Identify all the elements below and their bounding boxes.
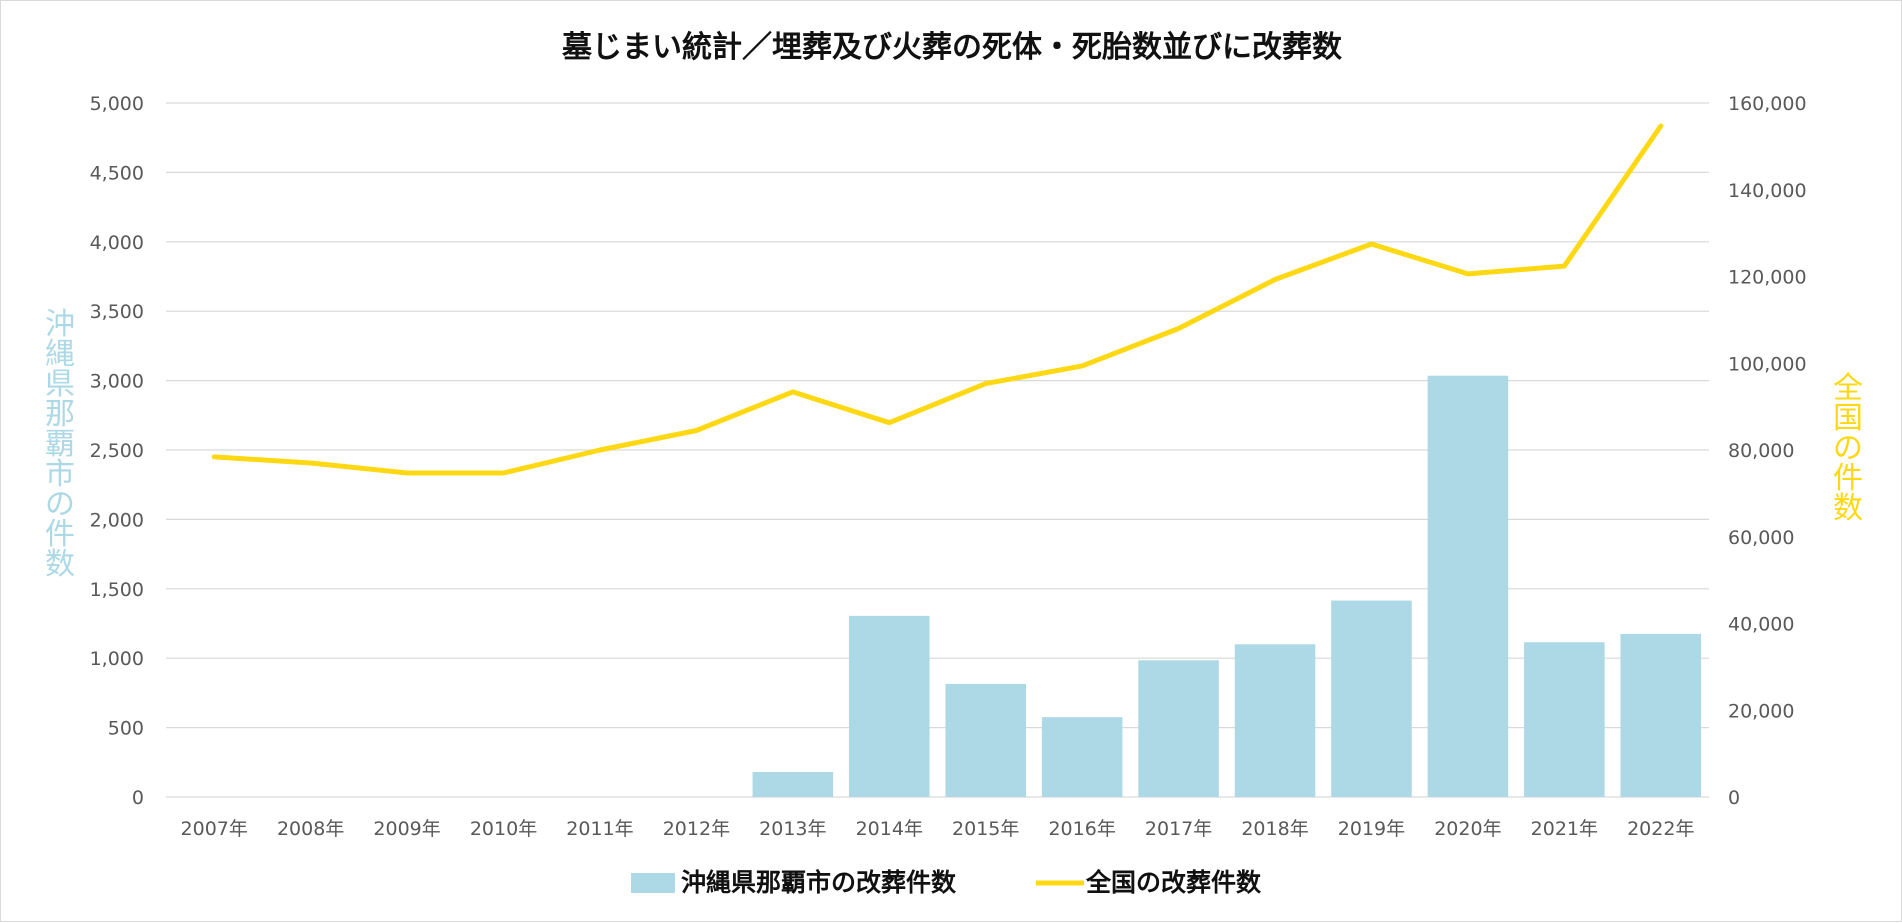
axis-title-text: 全国の件数: [1833, 371, 1863, 526]
line-series: [211, 123, 1664, 476]
left-tick-label: 2,500: [90, 440, 144, 462]
axis-title-text: 沖縄県那覇市の件数: [45, 307, 75, 582]
left-tick-label: 3,500: [90, 301, 144, 323]
right-tick-label: 160,000: [1728, 93, 1807, 115]
axis-title-char: 全: [1833, 371, 1863, 406]
right-axis-ticks: 0 20,000 40,000 60,000 80,000 100,000 120,000 1…: [1728, 93, 1807, 809]
right-tick-label: 40,000: [1728, 614, 1794, 636]
bar: [1234, 644, 1316, 797]
axis-title-char: 件: [1833, 461, 1863, 496]
axis-title-char: 沖: [45, 307, 75, 342]
x-tick-label: 2008年: [277, 818, 344, 840]
left-axis-ticks: 0 500 1,000 1,500 2,000 2,500 3,000 3,500 4,000 4…: [90, 93, 144, 809]
bar: [1524, 642, 1605, 797]
x-tick-label: 2017年: [1145, 818, 1212, 840]
right-tick-label: 0: [1728, 787, 1740, 809]
left-tick-label: 1,500: [90, 579, 144, 601]
right-tick-label: 120,000: [1728, 267, 1807, 289]
legend-bar-swatch: [631, 873, 675, 893]
x-tick-label: 2015年: [952, 818, 1019, 840]
right-tick-label: 60,000: [1728, 527, 1794, 549]
left-tick-label: 5,000: [90, 93, 144, 115]
left-tick-label: 0: [132, 787, 144, 809]
left-tick-label: 1,000: [90, 648, 144, 670]
axis-title-char: の: [45, 487, 75, 522]
axis-title-char: 覇: [45, 427, 75, 462]
bar: [1138, 660, 1219, 797]
x-tick-label: 2020年: [1434, 818, 1501, 840]
x-tick-label: 2019年: [1338, 818, 1405, 840]
chart-title: 墓じまい統計／埋葬及び火葬の死体・死胎数並びに改葬数: [561, 30, 1343, 65]
x-tick-label: 2021年: [1531, 818, 1598, 840]
right-tick-label: 100,000: [1728, 353, 1807, 375]
left-tick-label: 4,000: [90, 232, 144, 254]
right-tick-label: 80,000: [1728, 440, 1794, 462]
axis-title-char: 件: [45, 517, 75, 552]
bar-series: [752, 375, 1702, 797]
left-tick-label: 3,000: [90, 371, 144, 393]
bar: [1041, 717, 1123, 797]
right-tick-label: 20,000: [1728, 700, 1794, 722]
axis-title-char: の: [1833, 431, 1863, 466]
axis-title-char: 市: [45, 457, 75, 492]
left-tick-label: 500: [108, 718, 144, 740]
x-axis-ticks: 2007年 2008年 2009年 2010年 2011年 2012年 2013年 2014年…: [181, 818, 1695, 840]
x-tick-label: 2012年: [663, 818, 730, 840]
legend-line-label: 全国の改葬件数: [1085, 868, 1262, 897]
left-tick-label: 4,500: [90, 162, 144, 184]
left-axis-title: 沖縄県那覇市の件数: [45, 307, 75, 582]
bar: [752, 772, 834, 797]
bar: [1427, 375, 1509, 797]
right-tick-label: 140,000: [1728, 180, 1807, 202]
gridlines: [166, 102, 1709, 798]
bar: [1620, 633, 1702, 797]
axis-title-char: 県: [45, 367, 75, 402]
x-tick-label: 2010年: [470, 818, 537, 840]
axis-title-char: 縄: [45, 337, 75, 372]
line-path: [211, 123, 1664, 476]
right-axis-title: 全国の件数: [1833, 371, 1863, 526]
x-tick-label: 2007年: [181, 818, 248, 840]
x-tick-label: 2013年: [759, 818, 826, 840]
x-tick-label: 2014年: [856, 818, 923, 840]
legend-bar-label: 沖縄県那覇市の改葬件数: [681, 868, 957, 897]
x-tick-label: 2018年: [1241, 818, 1308, 840]
bar: [1331, 600, 1412, 797]
axis-title-char: 那: [45, 397, 75, 432]
bar: [945, 683, 1026, 797]
axis-title-char: 数: [1833, 491, 1863, 526]
x-tick-label: 2009年: [373, 818, 440, 840]
x-tick-label: 2022年: [1627, 818, 1694, 840]
legend: 沖縄県那覇市の改葬件数 全国の改葬件数: [631, 868, 1262, 897]
bar: [849, 615, 930, 797]
left-tick-label: 2,000: [90, 509, 144, 531]
x-tick-label: 2016年: [1048, 818, 1115, 840]
x-tick-label: 2011年: [566, 818, 633, 840]
axis-title-char: 数: [45, 547, 75, 582]
axis-title-char: 国: [1833, 401, 1863, 436]
